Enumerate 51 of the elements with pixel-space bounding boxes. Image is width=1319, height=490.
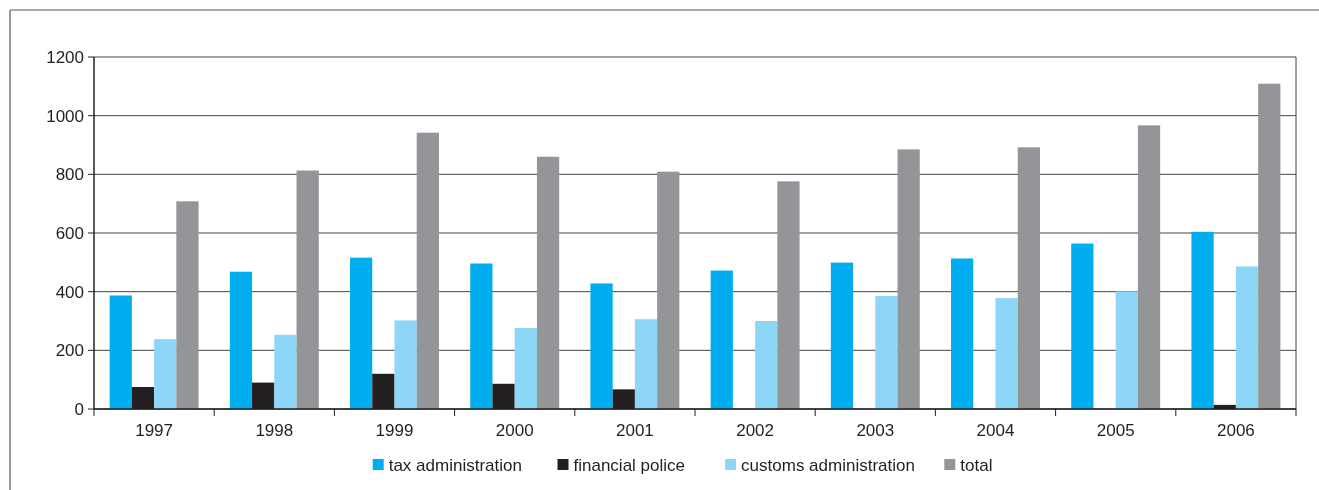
y-tick-label: 1000 bbox=[46, 106, 84, 126]
bar bbox=[755, 321, 778, 409]
x-tick-label: 2001 bbox=[615, 421, 654, 440]
bar bbox=[109, 295, 132, 409]
bar bbox=[777, 181, 800, 409]
bar bbox=[951, 258, 974, 409]
bar bbox=[590, 283, 613, 409]
legend-label: customs administration bbox=[741, 456, 915, 475]
bar bbox=[154, 339, 177, 409]
x-tick-label: 1999 bbox=[375, 421, 414, 440]
bar bbox=[875, 296, 898, 409]
bar bbox=[1235, 266, 1259, 409]
bar bbox=[1258, 83, 1281, 409]
y-tick-label: 400 bbox=[55, 282, 84, 302]
bar bbox=[1071, 243, 1094, 409]
bar bbox=[350, 257, 373, 409]
bar bbox=[176, 201, 199, 409]
bar bbox=[634, 319, 658, 409]
x-tick-label: 2006 bbox=[1216, 421, 1255, 440]
bar bbox=[536, 156, 560, 409]
x-tick-label: 2003 bbox=[856, 421, 895, 440]
bar bbox=[1017, 147, 1040, 409]
y-tick-label: 800 bbox=[55, 165, 84, 185]
bar bbox=[274, 334, 297, 409]
y-tick-label: 1200 bbox=[46, 47, 84, 67]
y-tick-label: 200 bbox=[55, 341, 84, 361]
bar bbox=[229, 271, 253, 409]
bar bbox=[1191, 231, 1214, 409]
bar bbox=[514, 328, 537, 409]
bar bbox=[1115, 291, 1138, 409]
y-tick-label: 0 bbox=[74, 399, 84, 419]
bar bbox=[1137, 125, 1161, 409]
bar bbox=[296, 170, 319, 409]
x-tick-label: 2002 bbox=[736, 421, 775, 440]
x-tick-label: 1997 bbox=[135, 421, 174, 440]
x-tick-label: 2005 bbox=[1096, 421, 1135, 440]
bar bbox=[394, 320, 417, 409]
bar bbox=[470, 263, 493, 409]
bar bbox=[830, 262, 854, 409]
legend-label: financial police bbox=[573, 456, 686, 475]
y-tick-label: 600 bbox=[55, 223, 84, 243]
x-tick-label: 1998 bbox=[255, 421, 294, 440]
bar bbox=[657, 171, 680, 409]
bar bbox=[995, 298, 1018, 409]
legend-label: total bbox=[960, 456, 993, 475]
bar bbox=[416, 132, 439, 409]
bar bbox=[710, 270, 733, 409]
x-tick-label: 2000 bbox=[495, 421, 534, 440]
bar bbox=[897, 149, 920, 409]
legend-label: tax administration bbox=[388, 456, 522, 475]
x-tick-label: 2004 bbox=[976, 421, 1015, 440]
